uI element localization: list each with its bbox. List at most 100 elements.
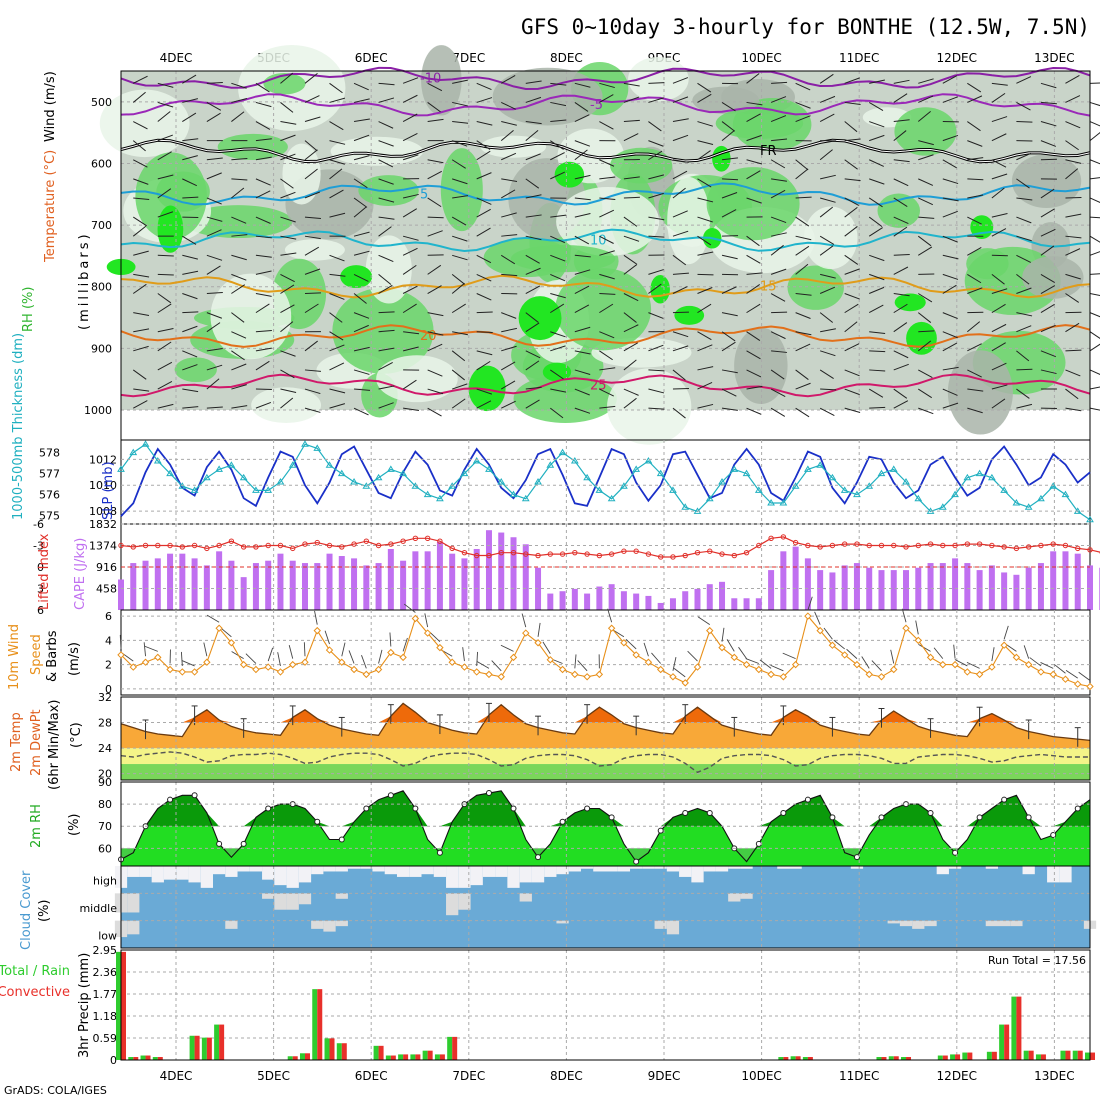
wind-barb: [525, 350, 541, 359]
thickness-marker: [252, 486, 260, 493]
wind10-marker: [890, 665, 898, 674]
cape-bar: [903, 570, 910, 610]
wind10-barb: [348, 650, 355, 664]
wind-barb: [942, 402, 959, 409]
wind-barb: [672, 345, 689, 352]
cloud-high-bar: [740, 866, 753, 869]
rh2m-panel: 60 70 80 90: [98, 776, 1091, 867]
li-tick: -3: [33, 540, 44, 553]
wind-barb: [599, 388, 614, 397]
wind-barb: [967, 343, 982, 352]
wind-barb: [1089, 331, 1100, 339]
wind10-marker: [448, 658, 456, 666]
wind-barb: [1089, 101, 1100, 107]
wind-barb: [771, 81, 788, 84]
wind-barb: [868, 227, 883, 237]
precip-total-bar: [434, 1054, 440, 1060]
wind-barb: [255, 330, 272, 333]
wind-barb: [304, 191, 321, 199]
cloud-high-bar: [188, 866, 201, 883]
wind-barb: [132, 225, 147, 237]
wind-barb: [795, 263, 809, 275]
wind-barb: [402, 264, 417, 275]
cape-bar: [203, 565, 210, 610]
rh-patch: [706, 167, 800, 241]
wind10-barb: [180, 651, 183, 666]
rh-patch: [99, 89, 190, 158]
li-marker: [645, 551, 652, 557]
wind10-marker: [558, 665, 567, 674]
wind-barb: [844, 178, 861, 182]
wind10-barb: [119, 634, 122, 649]
wind-barb: [869, 121, 885, 128]
cape-bar: [633, 593, 640, 610]
wind-barb: [795, 382, 811, 390]
wind-barb: [648, 174, 665, 180]
li-marker: [424, 535, 431, 542]
wind-barb: [623, 324, 639, 333]
wind-barb: [451, 282, 465, 294]
li-marker: [498, 549, 504, 556]
wind-barb: [1040, 245, 1055, 256]
wind-barb: [868, 102, 884, 111]
cloud-middle-bar: [286, 893, 299, 910]
wind-barb: [991, 116, 1008, 123]
wind10-barb: [890, 649, 895, 664]
wind10-barb: [277, 652, 281, 667]
wind-barb: [795, 369, 809, 380]
wind-barb: [599, 197, 616, 200]
wind10-barb: [966, 661, 980, 669]
wind-barb: [501, 152, 517, 161]
cloud-cover-panel: high middle low: [79, 865, 1097, 949]
thickness-marker: [141, 440, 150, 447]
thickness-marker: [607, 494, 616, 502]
isotherm-label: 10: [590, 234, 607, 249]
wind-barb: [157, 82, 174, 88]
wind-barb: [402, 208, 418, 218]
wind-barb: [967, 82, 982, 93]
cape-bar: [547, 593, 554, 610]
wind-barb: [255, 121, 271, 130]
wind-barb: [452, 178, 468, 185]
cape-bar: [535, 567, 542, 610]
precip-tick: 2.95: [93, 944, 118, 957]
wind-barb: [133, 197, 150, 201]
cape-bar: [669, 598, 676, 610]
cape-bar: [927, 563, 934, 610]
wind-barb: [672, 407, 686, 419]
li-marker: [731, 552, 737, 559]
cloud-high-bar: [495, 866, 508, 877]
cloud-high-bar: [347, 866, 361, 869]
wind-barb: [255, 101, 272, 108]
wind10-marker: [423, 629, 432, 637]
wind-barb: [574, 235, 590, 245]
rh2m-marker: [829, 814, 836, 821]
wind-barb: [402, 303, 417, 314]
wind-barb: [255, 156, 272, 161]
isotherm--10: [120, 66, 1091, 91]
li-marker: [891, 542, 897, 549]
wind-barb: [402, 94, 418, 103]
cloud-low-bar: [912, 920, 925, 929]
wind10-barb: [643, 642, 649, 657]
cape-bar: [743, 598, 750, 610]
wind-barb: [1089, 386, 1100, 390]
wind-barb: [991, 384, 1008, 390]
temp2m-label-3: (6hr Min/Max): [47, 700, 62, 790]
rh-patch: [894, 107, 957, 156]
li-marker: [1050, 541, 1056, 547]
li-marker: [216, 542, 222, 549]
li-marker: [326, 542, 333, 549]
precip-total-bar: [373, 1045, 379, 1060]
wind-barb: [501, 400, 516, 409]
precip-total-bar: [1035, 1054, 1041, 1060]
wind10-marker: [1074, 680, 1082, 688]
wind-barb: [452, 121, 469, 124]
wind-barb: [869, 134, 885, 142]
li-marker: [449, 545, 455, 552]
wind10-marker: [374, 665, 383, 674]
wind-barb: [1016, 403, 1033, 409]
wind-barb: [452, 79, 468, 84]
wind-barb: [697, 381, 713, 390]
wind-barb: [623, 342, 638, 352]
